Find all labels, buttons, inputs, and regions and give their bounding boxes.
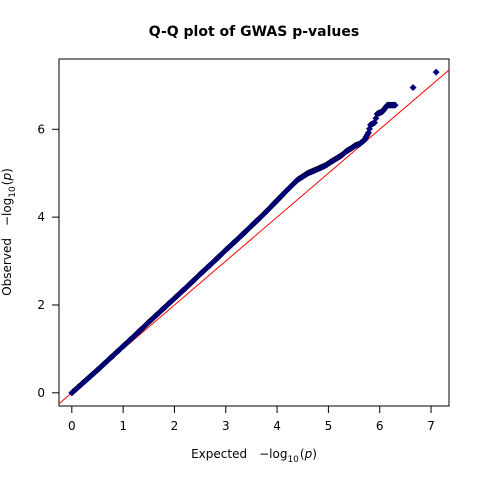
y-axis-label: Observed−log10(p) (0, 168, 18, 296)
data-point (391, 101, 399, 109)
points-layer (68, 68, 440, 397)
x-tick-label: 6 (376, 419, 384, 433)
x-tick-label: 1 (119, 419, 127, 433)
x-tick-label: 5 (325, 419, 333, 433)
data-point (409, 83, 417, 92)
y-tick-label: 2 (37, 298, 45, 312)
x-tick-label: 3 (222, 419, 230, 433)
x-axis-label: Expected −log10(p) (191, 447, 317, 465)
chart-title: Q-Q plot of GWAS p-values (149, 24, 359, 40)
x-tick-label: 7 (427, 419, 435, 433)
plot-frame (58, 58, 450, 407)
axes-layer: 0 1 2 3 4 5 6 7 0 2 4 6 (37, 122, 435, 433)
data-point (432, 68, 440, 76)
data-point (372, 114, 380, 122)
y-tick-label: 6 (37, 122, 45, 136)
x-tick-label: 2 (171, 419, 179, 433)
y-tick-label: 4 (37, 210, 45, 224)
y-tick-label: 0 (37, 386, 45, 400)
data-point (364, 129, 372, 137)
x-tick-label: 0 (68, 419, 76, 433)
x-tick-label: 4 (273, 419, 281, 433)
